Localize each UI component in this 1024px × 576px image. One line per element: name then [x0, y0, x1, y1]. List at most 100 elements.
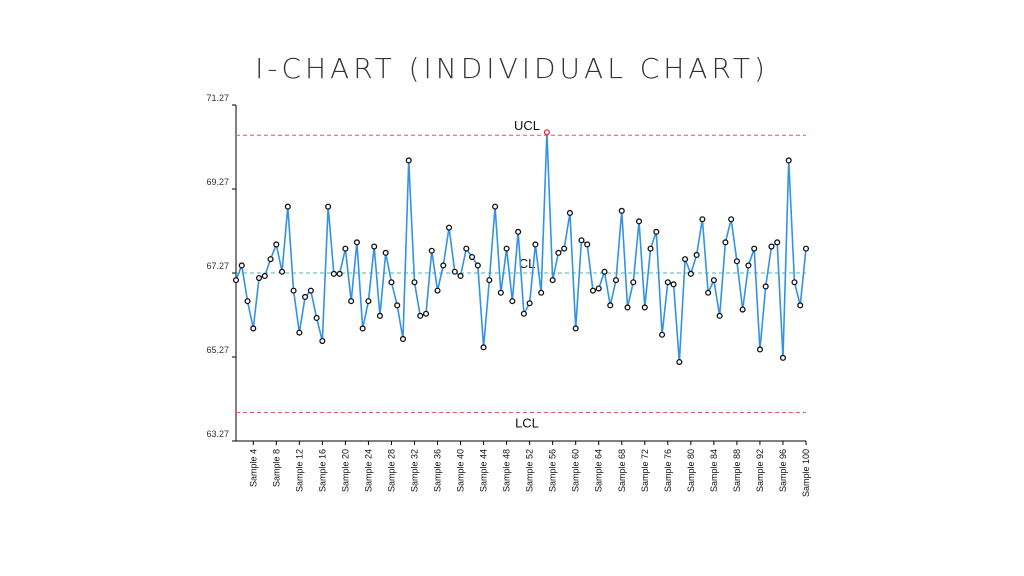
data-point	[601, 268, 608, 275]
x-tick-label: Sample 92	[755, 449, 765, 492]
x-tick-label: Sample 60	[571, 449, 581, 492]
data-point	[682, 256, 689, 263]
data-point	[797, 302, 804, 309]
lcl-label: LCL	[515, 415, 539, 430]
data-point	[555, 249, 562, 256]
x-tick-label: Sample 88	[732, 449, 742, 492]
data-point	[561, 245, 568, 252]
data-point	[612, 277, 620, 284]
data-point	[687, 270, 694, 277]
x-tick-label: Sample 32	[409, 449, 419, 492]
data-point	[353, 239, 360, 246]
data-point	[336, 270, 343, 277]
data-point	[325, 203, 332, 210]
data-point	[710, 277, 717, 284]
data-point	[273, 241, 280, 248]
data-point	[722, 239, 729, 246]
data-point	[302, 293, 309, 300]
data-point	[503, 245, 510, 252]
data-point	[469, 253, 476, 261]
out-of-control-point	[543, 129, 550, 136]
data-point	[716, 312, 723, 319]
data-point	[382, 249, 389, 256]
data-point	[232, 277, 240, 284]
data-point	[250, 325, 257, 332]
ucl-label: UCL	[514, 118, 540, 133]
data-point	[261, 272, 268, 279]
data-point	[624, 304, 631, 311]
data-point	[728, 216, 735, 223]
data-point	[405, 157, 412, 164]
data-point	[785, 157, 792, 164]
data-point	[290, 287, 297, 294]
data-point	[699, 216, 706, 223]
data-point	[359, 325, 366, 332]
data-series	[232, 129, 810, 366]
x-tick-label: Sample 24	[363, 449, 373, 492]
data-point	[279, 268, 286, 275]
data-point	[388, 279, 395, 286]
y-tick-label: 71.27	[206, 93, 229, 103]
data-point	[635, 218, 643, 225]
data-point	[578, 237, 585, 244]
x-tick-label: Sample 12	[294, 449, 304, 492]
data-point	[319, 337, 326, 345]
data-point	[739, 306, 746, 313]
x-tick-label: Sample 40	[456, 449, 466, 492]
x-tick-label: Sample 16	[317, 449, 327, 492]
data-point	[802, 245, 810, 252]
data-point	[566, 209, 573, 216]
x-tick-label: Sample 8	[271, 449, 281, 487]
data-point	[768, 243, 775, 250]
x-tick-label: Sample 20	[340, 449, 350, 492]
x-tick-label: Sample 64	[594, 449, 604, 492]
data-point	[515, 228, 522, 235]
data-point	[238, 262, 245, 269]
data-point	[733, 258, 740, 265]
x-tick-label: Sample 96	[778, 449, 788, 492]
data-point	[641, 304, 648, 311]
data-point	[422, 310, 430, 317]
data-point	[445, 224, 453, 231]
data-point	[549, 277, 556, 284]
data-point	[676, 358, 683, 366]
data-point	[399, 335, 407, 342]
data-point	[526, 300, 533, 307]
data-point	[474, 262, 481, 269]
data-point	[520, 310, 527, 317]
data-point	[664, 279, 671, 286]
y-tick-label: 63.27	[206, 429, 229, 439]
data-point	[572, 325, 579, 332]
data-point	[584, 241, 591, 248]
x-tick-label: Sample 36	[433, 449, 443, 492]
y-tick-label: 67.27	[206, 261, 229, 271]
x-tick-label: Sample 48	[502, 449, 512, 492]
data-point	[745, 262, 752, 269]
x-tick-label: Sample 44	[479, 449, 489, 492]
data-point	[791, 279, 798, 286]
y-tick-label: 65.27	[206, 345, 229, 355]
x-tick-label: Sample 4	[248, 449, 258, 487]
x-tick-label: Sample 84	[709, 449, 719, 492]
data-point	[509, 298, 516, 305]
data-point	[440, 262, 447, 269]
axes: 63.27 65.27 67.27 69.27 71.27	[206, 93, 806, 442]
data-point	[595, 285, 602, 292]
data-point	[693, 251, 700, 258]
x-tick-label: Sample 100	[801, 449, 811, 497]
data-point	[647, 245, 654, 252]
y-tick-label: 69.27	[206, 177, 229, 187]
x-tick-label: Sample 72	[640, 449, 650, 492]
data-point	[342, 245, 349, 252]
data-point	[659, 331, 666, 338]
x-tick-label: Sample 80	[686, 449, 696, 492]
data-point	[463, 245, 470, 252]
data-point	[296, 329, 303, 336]
data-point	[774, 239, 781, 246]
data-point	[607, 302, 614, 309]
data-point	[330, 270, 337, 277]
data-point	[618, 207, 625, 214]
data-point	[480, 344, 487, 351]
data-point	[762, 283, 769, 290]
